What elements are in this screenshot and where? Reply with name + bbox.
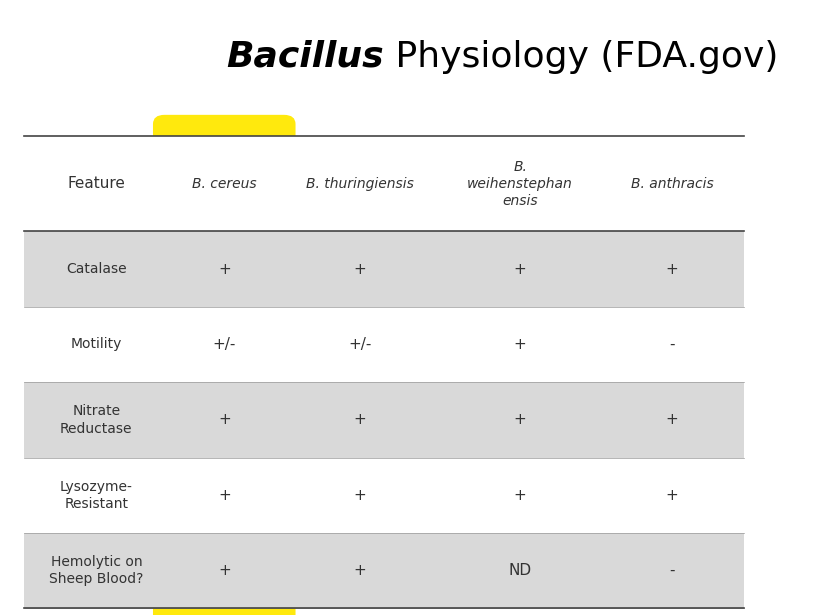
Text: +: + bbox=[514, 262, 526, 277]
Text: B. anthracis: B. anthracis bbox=[631, 177, 713, 191]
Bar bbox=[24, 307, 744, 382]
Text: +: + bbox=[218, 488, 230, 503]
Text: +: + bbox=[514, 337, 526, 352]
Bar bbox=[24, 533, 744, 609]
Text: B. thuringiensis: B. thuringiensis bbox=[306, 177, 414, 191]
Text: -: - bbox=[670, 337, 675, 352]
Text: ND: ND bbox=[509, 563, 531, 578]
Text: +: + bbox=[354, 413, 366, 428]
Text: +/-: +/- bbox=[213, 337, 236, 352]
Text: +: + bbox=[665, 262, 679, 277]
Text: Bacillus: Bacillus bbox=[226, 39, 384, 73]
Text: Motility: Motility bbox=[70, 338, 122, 352]
Bar bbox=[24, 382, 744, 458]
Text: +: + bbox=[354, 262, 366, 277]
Text: +: + bbox=[218, 413, 230, 428]
Text: Catalase: Catalase bbox=[66, 262, 127, 276]
Text: B.
weihenstephan
ensis: B. weihenstephan ensis bbox=[468, 160, 573, 208]
Text: Feature: Feature bbox=[67, 176, 125, 192]
Text: +: + bbox=[218, 262, 230, 277]
Text: +: + bbox=[354, 563, 366, 578]
Text: -: - bbox=[670, 563, 675, 578]
Text: +: + bbox=[354, 488, 366, 503]
FancyBboxPatch shape bbox=[153, 115, 296, 616]
Text: Hemolytic on
Sheep Blood?: Hemolytic on Sheep Blood? bbox=[49, 555, 143, 586]
Text: +: + bbox=[665, 488, 679, 503]
Bar bbox=[24, 458, 744, 533]
Text: +: + bbox=[218, 563, 230, 578]
Text: +: + bbox=[514, 488, 526, 503]
Bar bbox=[24, 232, 744, 307]
Text: +: + bbox=[514, 413, 526, 428]
Bar bbox=[24, 136, 744, 232]
Text: Nitrate
Reductase: Nitrate Reductase bbox=[60, 404, 132, 436]
Text: B. cereus: B. cereus bbox=[192, 177, 256, 191]
Text: Lysozyme-
Resistant: Lysozyme- Resistant bbox=[59, 480, 132, 511]
Text: +/-: +/- bbox=[349, 337, 372, 352]
Text: Physiology (FDA.gov): Physiology (FDA.gov) bbox=[384, 39, 779, 73]
Text: +: + bbox=[665, 413, 679, 428]
